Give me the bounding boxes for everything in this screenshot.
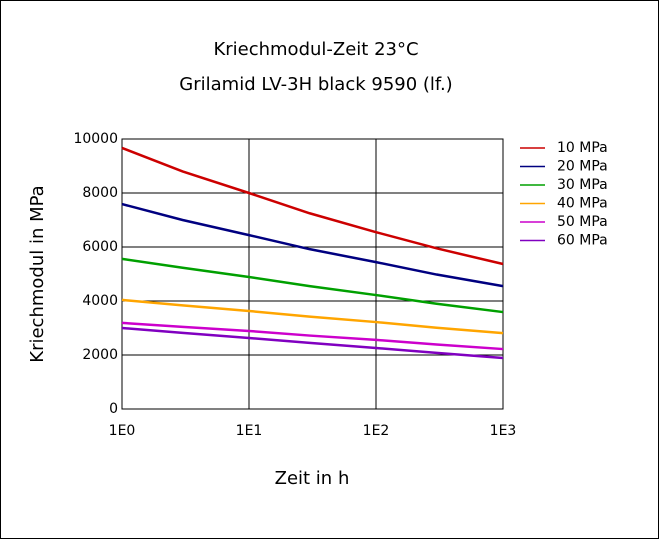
- data-line: [121, 202, 504, 288]
- y-tick-label: 2000: [82, 347, 118, 363]
- y-tick-label: 10000: [73, 131, 118, 147]
- data-line: [121, 257, 504, 314]
- chart-subtitle: Grilamid LV-3H black 9590 (lf.): [179, 74, 452, 95]
- data-line: [121, 321, 504, 351]
- y-tick-label: 8000: [82, 185, 118, 201]
- x-tick-label: 1E3: [490, 423, 517, 439]
- data-line: [121, 298, 504, 335]
- x-tick-label: 1E0: [109, 423, 136, 439]
- legend-label: 60 MPa: [557, 233, 608, 249]
- y-tick-label: 4000: [82, 293, 118, 309]
- x-axis-label: Zeit in h: [275, 468, 350, 489]
- x-tick-label: 1E2: [363, 423, 390, 439]
- legend-label: 20 MPa: [557, 159, 608, 175]
- y-tick-label: 0: [109, 401, 118, 417]
- data-line: [121, 146, 504, 266]
- y-axis-label: Kriechmodul in MPa: [27, 185, 48, 362]
- plot-border: [121, 138, 504, 410]
- data-line: [121, 326, 504, 360]
- x-tick-label: 1E1: [236, 423, 263, 439]
- legend-label: 40 MPa: [557, 196, 608, 212]
- legend-label: 10 MPa: [557, 140, 608, 156]
- legend-label: 30 MPa: [557, 177, 608, 193]
- legend-label: 50 MPa: [557, 214, 608, 230]
- chart-title: Kriechmodul-Zeit 23°C: [213, 39, 418, 60]
- y-tick-label: 6000: [82, 239, 118, 255]
